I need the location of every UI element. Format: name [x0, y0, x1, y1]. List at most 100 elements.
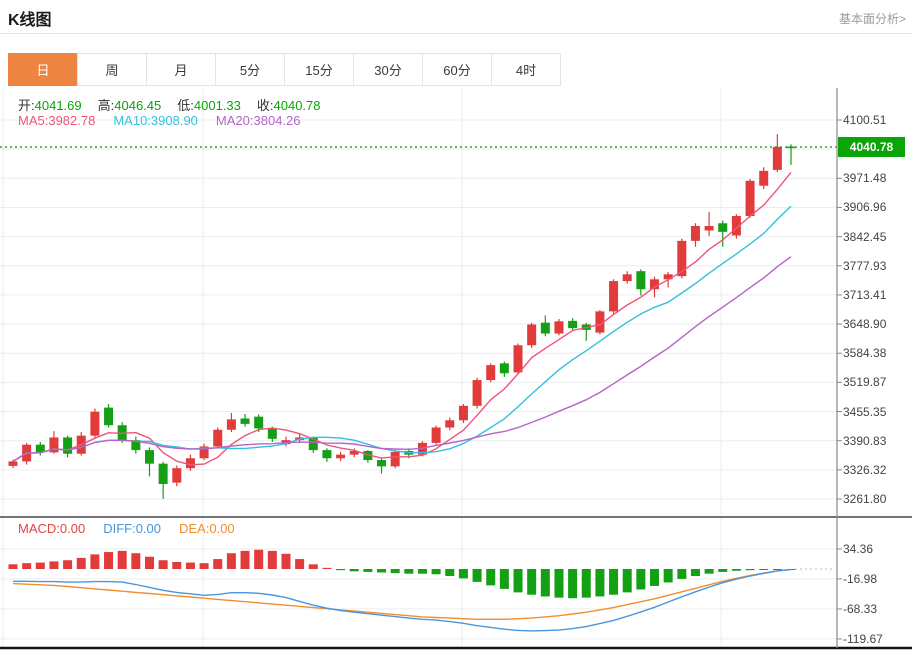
macd-tick-label: -16.98	[843, 571, 878, 586]
macd-bar	[745, 569, 755, 571]
candle-body	[226, 419, 236, 430]
ohlc-info-row: 开:4041.69 高:4046.45 低:4001.33 收:4040.78	[18, 95, 321, 114]
candle-body	[718, 223, 728, 232]
ma-info-row: MA5:3982.78 MA10:3908.90 MA20:3804.26	[18, 113, 301, 128]
macd-bar	[663, 569, 673, 583]
tab-5分[interactable]: 5分	[215, 53, 285, 86]
macd-bar	[63, 560, 73, 569]
tab-日[interactable]: 日	[8, 53, 78, 86]
price-tick-label: 3519.87	[843, 375, 887, 390]
macd-bar	[636, 569, 646, 590]
period-tab-bar: 日周月 5分 15分 30分 60分 4时	[8, 53, 561, 86]
ma10-line	[12, 205, 792, 462]
info-item: MA10:3908.90	[113, 113, 198, 128]
macd-bar	[404, 569, 414, 574]
candle-body	[90, 411, 100, 436]
macd-bar	[527, 569, 537, 595]
info-item: MA5:3982.78	[18, 113, 96, 128]
macd-info-row: MACD:0.00 DIFF:0.00 DEA:0.00	[18, 521, 235, 536]
candle-body	[172, 468, 182, 483]
macd-bar	[35, 562, 45, 569]
macd-bar	[499, 569, 509, 589]
candle-body	[609, 281, 619, 312]
candle-body	[622, 274, 632, 282]
macd-bar	[417, 569, 427, 574]
tab-60分[interactable]: 60分	[422, 53, 492, 86]
macd-bar	[158, 560, 168, 569]
page-title: K线图	[8, 12, 52, 29]
macd-bar	[718, 569, 728, 572]
candle-body	[677, 240, 687, 277]
macd-bar	[486, 569, 496, 586]
macd-bar	[540, 569, 550, 597]
candle-body	[158, 463, 168, 484]
info-item: DIFF:0.00	[103, 521, 162, 536]
macd-bar	[322, 567, 332, 569]
candle-body	[431, 427, 441, 443]
macd-bar	[336, 569, 346, 571]
macd-bar	[772, 569, 782, 570]
macd-bar	[704, 569, 714, 574]
candle-body	[690, 225, 700, 241]
candle-body	[745, 180, 755, 217]
macd-bar	[199, 563, 209, 569]
tab-月[interactable]: 月	[146, 53, 216, 86]
macd-bar	[731, 569, 741, 571]
candle-body	[8, 461, 18, 466]
candle-body	[704, 225, 714, 231]
title-divider	[0, 33, 912, 34]
price-tick-label: 3390.83	[843, 433, 887, 448]
candle-body	[35, 444, 45, 453]
macd-bar	[677, 569, 687, 579]
macd-bar	[363, 569, 373, 572]
info-item: 开:4041.69	[18, 98, 82, 113]
macd-bar	[472, 569, 482, 582]
candle-body	[513, 345, 523, 373]
price-tick-label: 3842.45	[843, 229, 887, 244]
candle-body	[322, 450, 332, 459]
tab-15分[interactable]: 15分	[284, 53, 354, 86]
tab-30分[interactable]: 30分	[353, 53, 423, 86]
macd-bar	[595, 569, 605, 597]
fundamental-analysis-link[interactable]: 基本面分析>	[838, 12, 906, 26]
macd-bar	[240, 550, 250, 569]
macd-bar	[568, 569, 578, 599]
candle-body	[650, 279, 660, 290]
macd-bar	[431, 569, 441, 575]
macd-bar	[445, 569, 455, 577]
ma5-line	[12, 171, 792, 466]
info-item: MA20:3804.26	[215, 113, 301, 128]
macd-bar	[281, 553, 291, 569]
macd-bar	[76, 557, 86, 569]
candle-body	[554, 321, 564, 334]
candle-body	[731, 216, 741, 236]
macd-bar	[267, 550, 277, 569]
ma20-line	[12, 256, 792, 462]
price-tick-label: 3261.80	[843, 492, 887, 506]
info-item: 低:4001.33	[177, 98, 241, 113]
price-tick-label: 4100.51	[843, 113, 887, 127]
macd-bar	[377, 569, 387, 573]
macd-bar	[609, 569, 619, 595]
macd-bar	[22, 563, 32, 569]
macd-bar	[8, 564, 18, 569]
macd-bar	[172, 561, 182, 569]
dea-line	[12, 568, 792, 620]
candle-body	[308, 437, 318, 451]
candle-body	[144, 450, 154, 464]
candle-body	[458, 405, 468, 421]
macd-bar	[131, 553, 141, 569]
macd-bar	[90, 554, 100, 569]
macd-bar	[690, 569, 700, 577]
info-item: 高:4046.45	[97, 98, 162, 113]
info-item: MACD:0.00	[18, 521, 86, 536]
macd-bar	[390, 569, 400, 574]
candle-body	[377, 460, 387, 467]
candle-body	[595, 311, 605, 333]
macd-bar	[513, 569, 523, 593]
tab-周[interactable]: 周	[77, 53, 147, 86]
macd-tick-label: 34.36	[843, 541, 874, 556]
tab-4时[interactable]: 4时	[491, 53, 561, 86]
current-price-badge: 4040.78	[838, 137, 905, 157]
